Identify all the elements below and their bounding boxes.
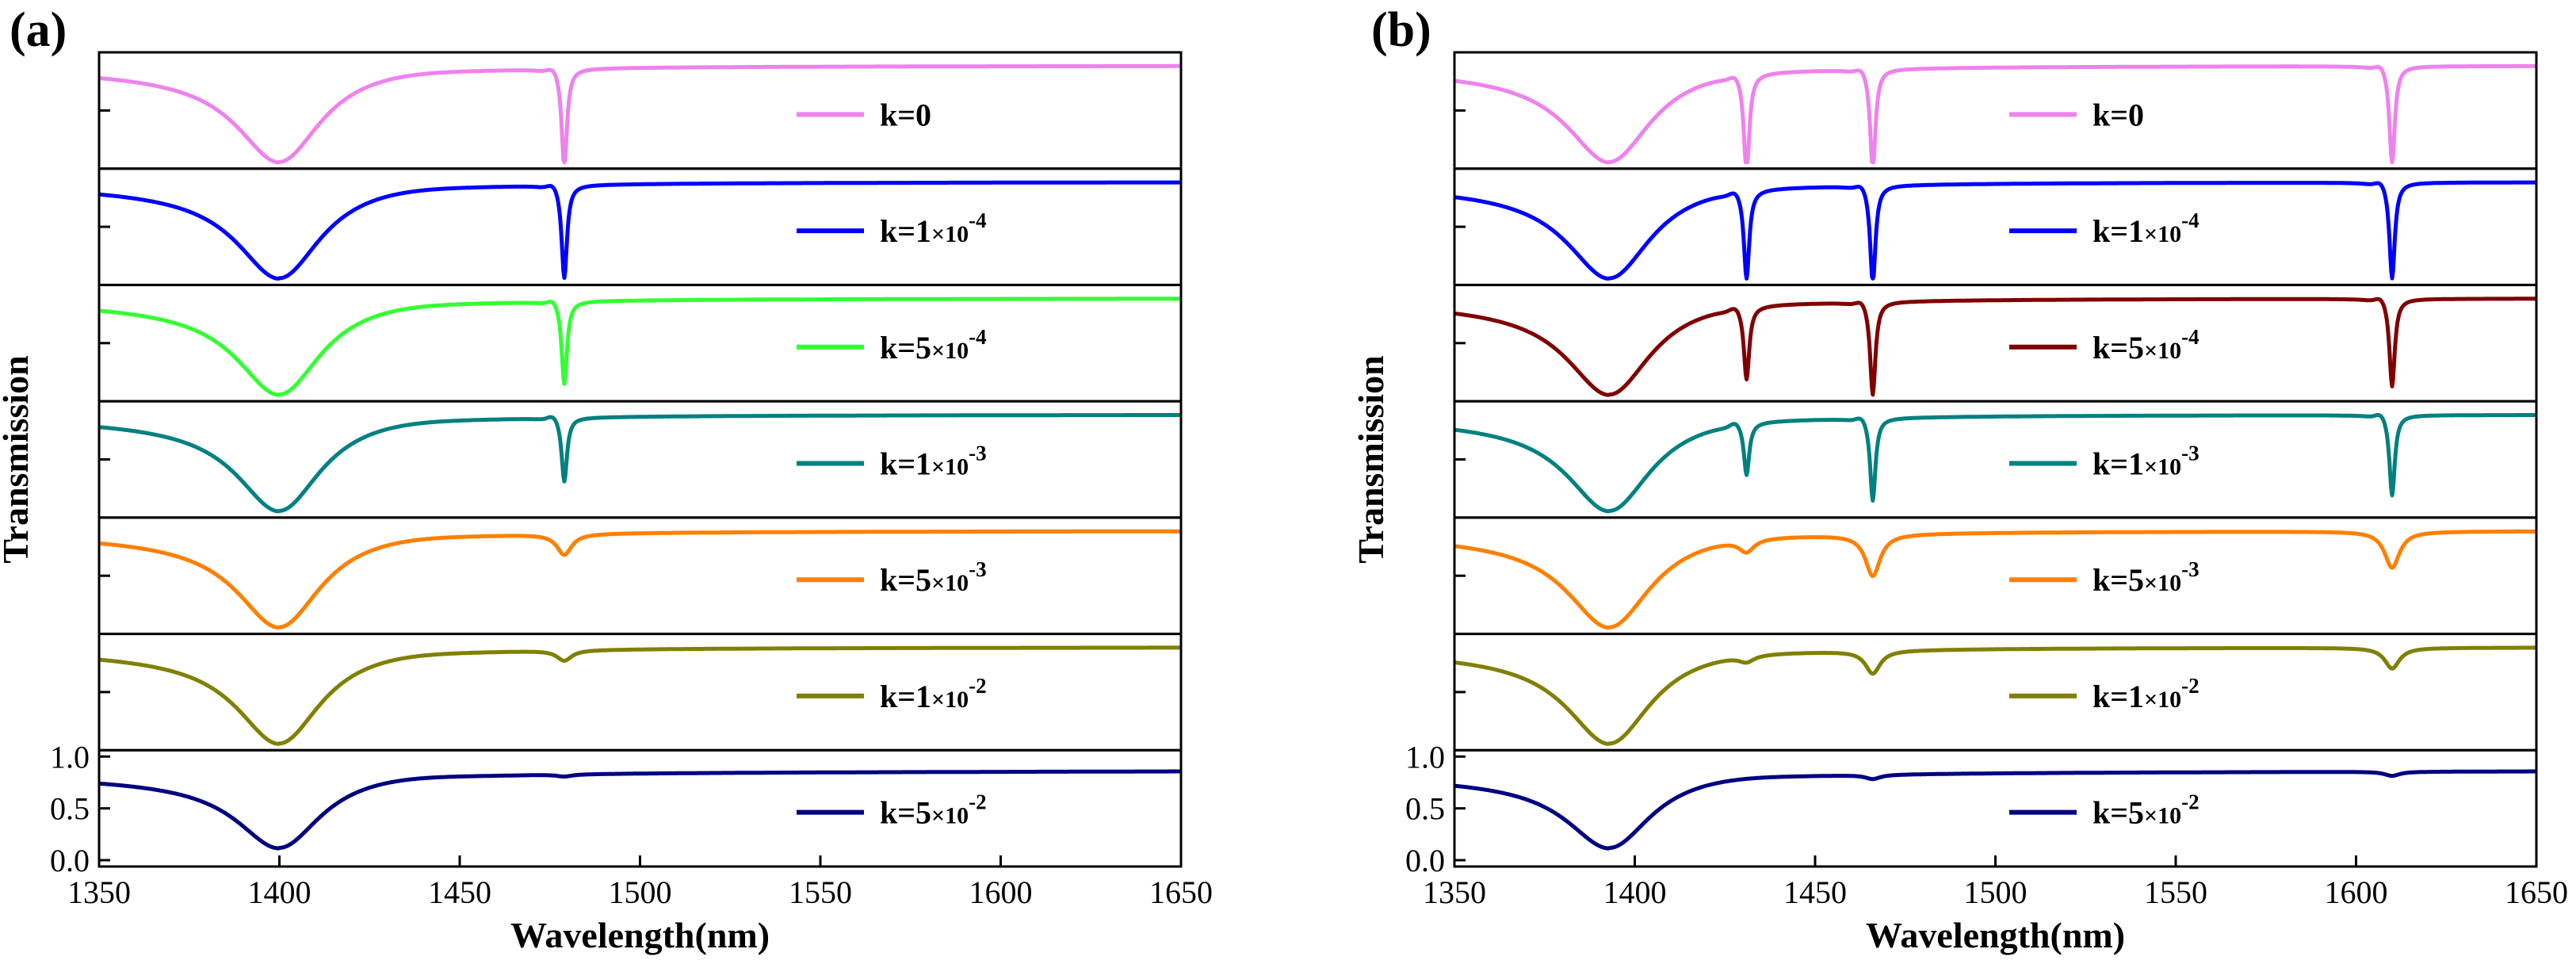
series-line-7 (1453, 769, 2538, 851)
series-line-2 (1453, 180, 2538, 281)
x-tick-label: 1550 (2144, 874, 2207, 910)
subplot-frame (1453, 167, 2538, 286)
y-tick-label: 0.0 (50, 843, 90, 878)
x-tick-label: 1600 (969, 874, 1033, 910)
panel-b: (b) Transmission k=0 k=1×10-4 k=5×10-4 k=1×10… (1351, 3, 2568, 955)
y-tick-label: 0.5 (1405, 791, 1445, 827)
series-line-1 (97, 63, 1183, 165)
y-tick-label: 1.0 (50, 739, 90, 775)
series-line-2 (97, 180, 1183, 281)
x-tick-label: 1650 (1149, 874, 1213, 910)
x-tick-label: 1550 (789, 874, 852, 910)
y-tick-label: 1.0 (1405, 739, 1445, 775)
x-tick-label: 1350 (67, 874, 131, 910)
legend-label: k=1×10-3 (880, 442, 987, 482)
panel-a: (a) Transmission k=0 k=1×10-4 k=5×10-4 k=1×10… (0, 3, 1213, 955)
legend-label: k=5×10-2 (880, 790, 987, 831)
series-line-5 (1453, 529, 2538, 630)
series-line-6 (97, 645, 1183, 746)
y-axis-title: Transmission (1351, 355, 1391, 563)
x-tick-label: 1500 (609, 874, 672, 910)
legend-label: k=1×10-2 (2093, 674, 2200, 714)
x-tick-label: 1600 (2325, 874, 2388, 910)
legend-label: k=1×10-4 (880, 209, 987, 249)
series-line-7 (97, 769, 1183, 851)
legend-label: k=0 (2093, 97, 2144, 132)
x-tick-label: 1450 (428, 874, 491, 910)
series-line-5 (97, 529, 1183, 630)
legend-label: k=5×10-3 (2093, 557, 2200, 598)
series-line-1 (1453, 63, 2538, 165)
x-axis-title: Wavelength(nm) (1866, 915, 2125, 955)
series-line-6 (1453, 645, 2538, 746)
series-line-4 (1453, 413, 2538, 514)
y-tick-label: 0.5 (50, 791, 90, 827)
x-tick-label: 1450 (1783, 874, 1847, 910)
y-tick-label: 0.0 (1405, 843, 1445, 878)
subplot-frame (1453, 400, 2538, 519)
x-tick-label: 1350 (1423, 874, 1486, 910)
series-line-4 (97, 413, 1183, 514)
legend-label: k=1×10-3 (2093, 442, 2200, 482)
x-tick-label: 1400 (248, 874, 311, 910)
x-tick-label: 1500 (1964, 874, 2028, 910)
panel-label: (b) (1371, 3, 1431, 57)
x-axis-title: Wavelength(nm) (510, 915, 770, 955)
subplot-frame (1453, 748, 2538, 868)
legend-label: k=5×10-3 (880, 557, 987, 598)
series-line-3 (1453, 297, 2538, 397)
panel-label: (a) (10, 3, 67, 57)
legend-label: k=1×10-2 (880, 674, 987, 714)
series-line-3 (97, 297, 1183, 397)
legend-label: k=5×10-4 (2093, 325, 2200, 365)
legend-label: k=5×10-2 (2093, 790, 2200, 831)
subplot-frame (1453, 51, 2538, 170)
subplot-frame (97, 748, 1183, 868)
x-tick-label: 1650 (2505, 874, 2568, 910)
y-axis-title: Transmission (0, 355, 36, 563)
subplot-frame (1453, 283, 2538, 403)
x-tick-label: 1400 (1603, 874, 1667, 910)
legend-label: k=0 (880, 97, 931, 132)
legend-label: k=1×10-4 (2093, 209, 2200, 249)
legend-label: k=5×10-4 (880, 325, 987, 365)
